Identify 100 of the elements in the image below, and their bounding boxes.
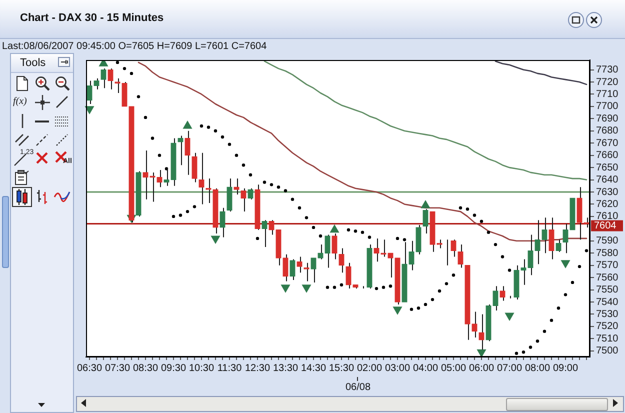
y-tick-label: 7570: [596, 260, 619, 272]
candlestick: [562, 223, 568, 254]
y-tick-label: 7520: [596, 321, 619, 332]
candlestick: [100, 68, 106, 89]
y-tick-label: 7540: [596, 296, 619, 308]
candlestick: [184, 130, 190, 176]
y-tick-label: 7720: [596, 76, 619, 88]
y-tick-label: 7650: [596, 162, 619, 174]
y-tick-label: 7630: [596, 186, 619, 198]
candlestick: [472, 311, 478, 338]
x-tick-label: 08:00: [524, 362, 550, 374]
point: [84, 106, 94, 114]
x-tick-label: 09:30: [160, 362, 186, 374]
candlestick: [332, 233, 338, 260]
candlestick: [408, 240, 414, 271]
candlestick: [198, 152, 204, 205]
candlestick: [108, 68, 114, 90]
x-tick-label: 04:00: [412, 362, 438, 374]
point: [504, 312, 514, 321]
y-tick-label: 7700: [596, 101, 619, 112]
candlestick: [310, 258, 316, 283]
x-tick-label: 10:30: [188, 362, 214, 374]
text: 06/08: [344, 382, 372, 393]
candlestick: [122, 82, 128, 107]
candlestick: [338, 248, 344, 274]
x-tick-label: 09:00: [552, 362, 578, 374]
function-icon: f(x): [13, 95, 27, 108]
candlestick: [240, 188, 246, 212]
chart-title: Chart - DAX 30 - 15 Minutes: [20, 12, 164, 24]
y-tick-label: 7530: [596, 308, 619, 320]
candlestick: [282, 254, 288, 282]
candlestick: [374, 238, 380, 262]
y-tick-label: 7620: [596, 198, 619, 210]
x-tick-label: 11:30: [217, 362, 242, 374]
candlestick: [548, 217, 554, 260]
x-tick-label: 08:30: [132, 362, 158, 374]
x-tick-label: 12:30: [244, 362, 270, 374]
candlestick: [192, 152, 198, 183]
candlestick: [318, 244, 324, 260]
x-tick-label: 06:00: [468, 362, 494, 374]
title-bar: Chart - DAX 30 - 15 Minutes: [0, 0, 625, 39]
candlestick: [388, 252, 394, 278]
x-tick-label: 03:00: [384, 362, 410, 374]
candlestick: [324, 234, 330, 268]
y-tick-label: 7510: [596, 333, 619, 344]
candlestick: [206, 178, 212, 204]
candlestick: [520, 258, 526, 286]
y-tick-label: 7610: [596, 211, 619, 222]
candlestick: [178, 135, 184, 166]
point: [560, 260, 570, 268]
point: [302, 284, 312, 293]
y-tick-label: 7710: [596, 88, 619, 100]
chart-subtitle: Last:08/06/2007 09:45:00 O=7605 H=7609 L=7601 C=7604: [2, 41, 267, 52]
candlestick: [478, 314, 484, 350]
ref-line-label: 7604: [594, 220, 617, 232]
candlestick: [234, 178, 240, 195]
candlestick: [156, 170, 162, 188]
candlestick: [346, 262, 352, 290]
candlestick: [500, 286, 506, 302]
y-tick-label: 7560: [596, 272, 619, 284]
point: [392, 306, 402, 315]
x-tick-label: 06:30: [76, 362, 102, 374]
candlestick: [416, 224, 422, 255]
candlestick: [86, 80, 92, 104]
x-tick-label: 15:30: [328, 362, 354, 374]
x-tick-label: 05:00: [440, 362, 466, 374]
candlestick: [450, 239, 456, 258]
y-tick-label: 7660: [596, 150, 619, 162]
candlestick: [262, 220, 268, 248]
y-tick-label: 7500: [596, 346, 619, 357]
y-tick-label: 7580: [596, 248, 619, 259]
point: [476, 349, 486, 357]
candlestick: [556, 239, 562, 252]
x-tick-label: 13:30: [272, 362, 298, 374]
candlestick: [248, 188, 254, 200]
candlestick: [226, 178, 232, 212]
point: [210, 236, 220, 244]
candlestick: [534, 220, 540, 265]
candlestick: [268, 220, 274, 236]
candlestick: [458, 244, 464, 268]
x-tick-label: 14:30: [300, 362, 326, 374]
x-tick-label: 07:30: [104, 362, 130, 374]
y-tick-label: 7730: [596, 64, 619, 76]
candlestick: [142, 150, 148, 200]
point: [280, 284, 290, 293]
y-tick-label: 7590: [596, 236, 619, 247]
y-tick-label: 7680: [596, 126, 619, 137]
candlestick: [542, 217, 548, 254]
candlestick: [220, 207, 226, 238]
y-tick-label: 7640: [596, 174, 619, 186]
y-tick-label: 7550: [596, 284, 619, 296]
x-tick-label: 07:00: [496, 362, 522, 374]
y-tick-label: 7690: [596, 113, 619, 124]
candlestick: [296, 256, 302, 274]
x-tick-label: 02:00: [356, 362, 382, 374]
candlestick: [528, 234, 534, 276]
candlestick: [290, 258, 296, 280]
candlestick: [492, 286, 498, 312]
y-tick-label: 7670: [596, 138, 619, 149]
candlestick: [94, 78, 100, 90]
